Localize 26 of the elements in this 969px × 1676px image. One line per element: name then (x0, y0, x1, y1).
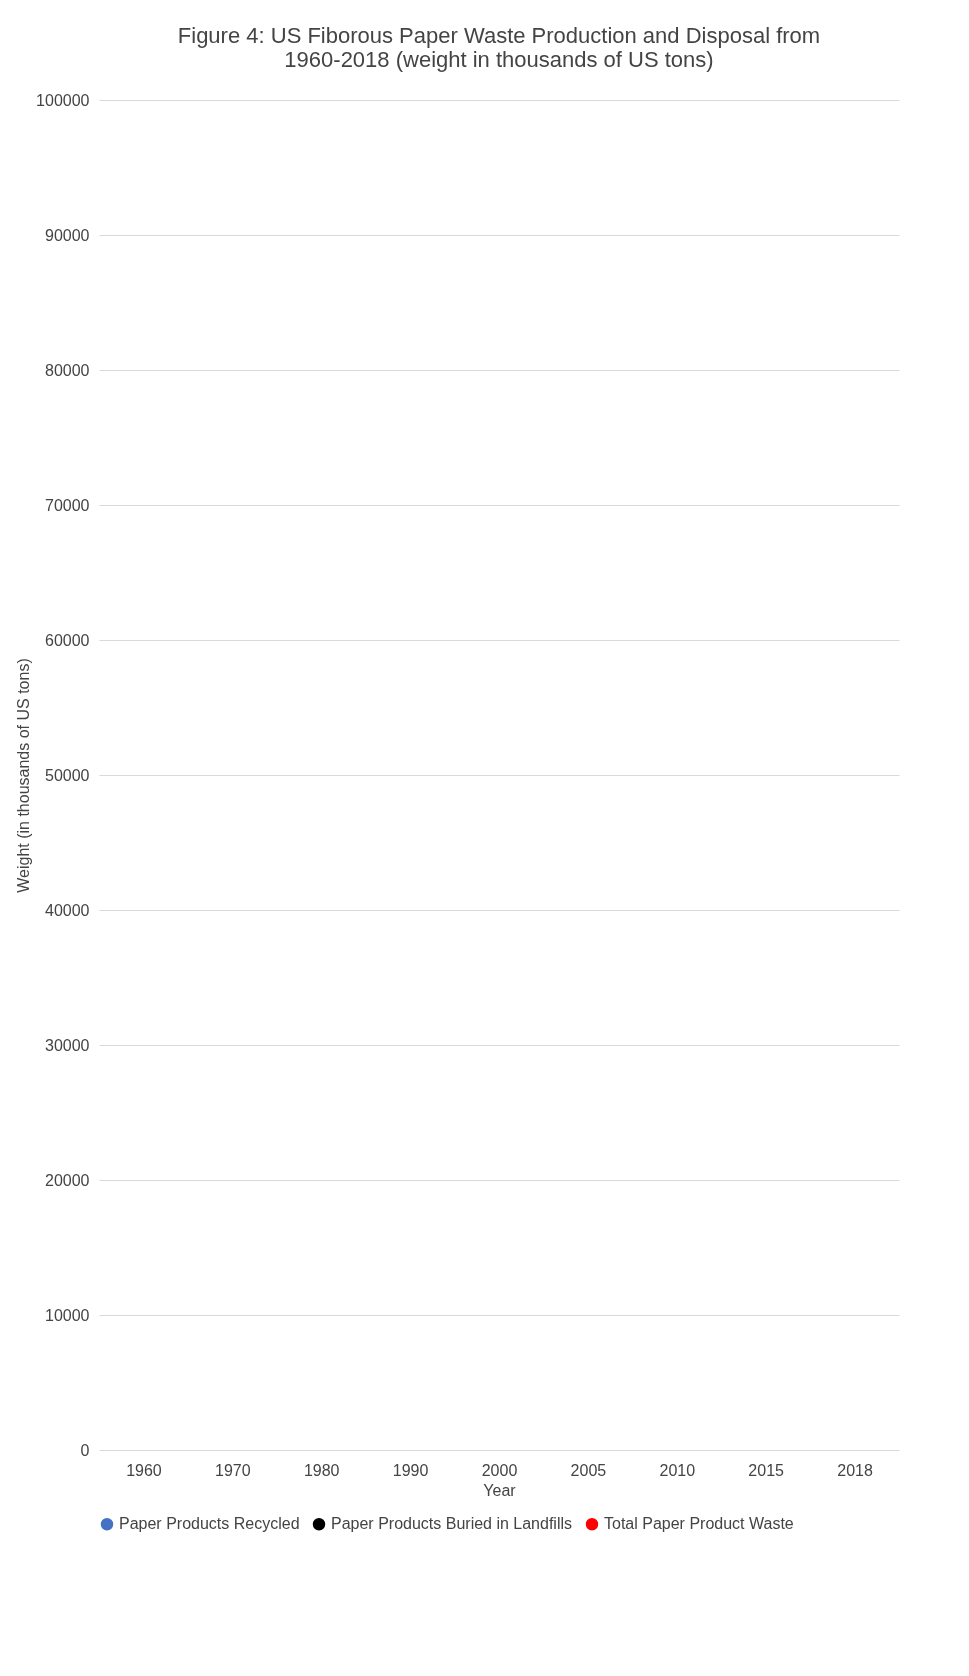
x-axis-title: Year (483, 1481, 517, 1499)
y-tick-label: 30000 (45, 1036, 90, 1054)
x-tick-label: 1970 (215, 1461, 251, 1479)
chart-title: Figure 4: US Fiborous Paper Waste Production and Disposal from 1960-2018 (weight in thousands of US tons) (177, 23, 821, 72)
x-tick-label: 2015 (748, 1461, 785, 1479)
legend-label: Total Paper Product Waste (604, 1515, 794, 1533)
y-tick-label: 80000 (45, 361, 90, 379)
y-tick-label: 50000 (45, 766, 90, 784)
y-tick-label: 10000 (45, 1306, 90, 1324)
y-tick-label: 60000 (45, 631, 90, 649)
y-axis-title: Weight (in thousands of US tons) (15, 658, 33, 893)
y-tick-label: 40000 (45, 901, 90, 919)
x-tick-label: 1960 (126, 1461, 162, 1479)
y-tick-label: 0 (80, 1441, 90, 1459)
x-tick-label: 2005 (570, 1461, 607, 1479)
x-tick-label: 2018 (837, 1461, 873, 1479)
y-tick-label: 100000 (36, 91, 90, 109)
x-tick-label: 1980 (303, 1461, 340, 1479)
x-tick-label: 1990 (392, 1461, 429, 1479)
x-tick-label: 2010 (659, 1461, 696, 1479)
x-tick-label: 2000 (481, 1461, 518, 1479)
y-tick-label: 70000 (45, 496, 90, 514)
legend-label: Paper Products Buried in Landfills (331, 1515, 573, 1533)
y-tick-label: 90000 (45, 226, 90, 244)
legend-label: Paper Products Recycled (119, 1515, 300, 1533)
y-tick-label: 20000 (45, 1171, 90, 1189)
